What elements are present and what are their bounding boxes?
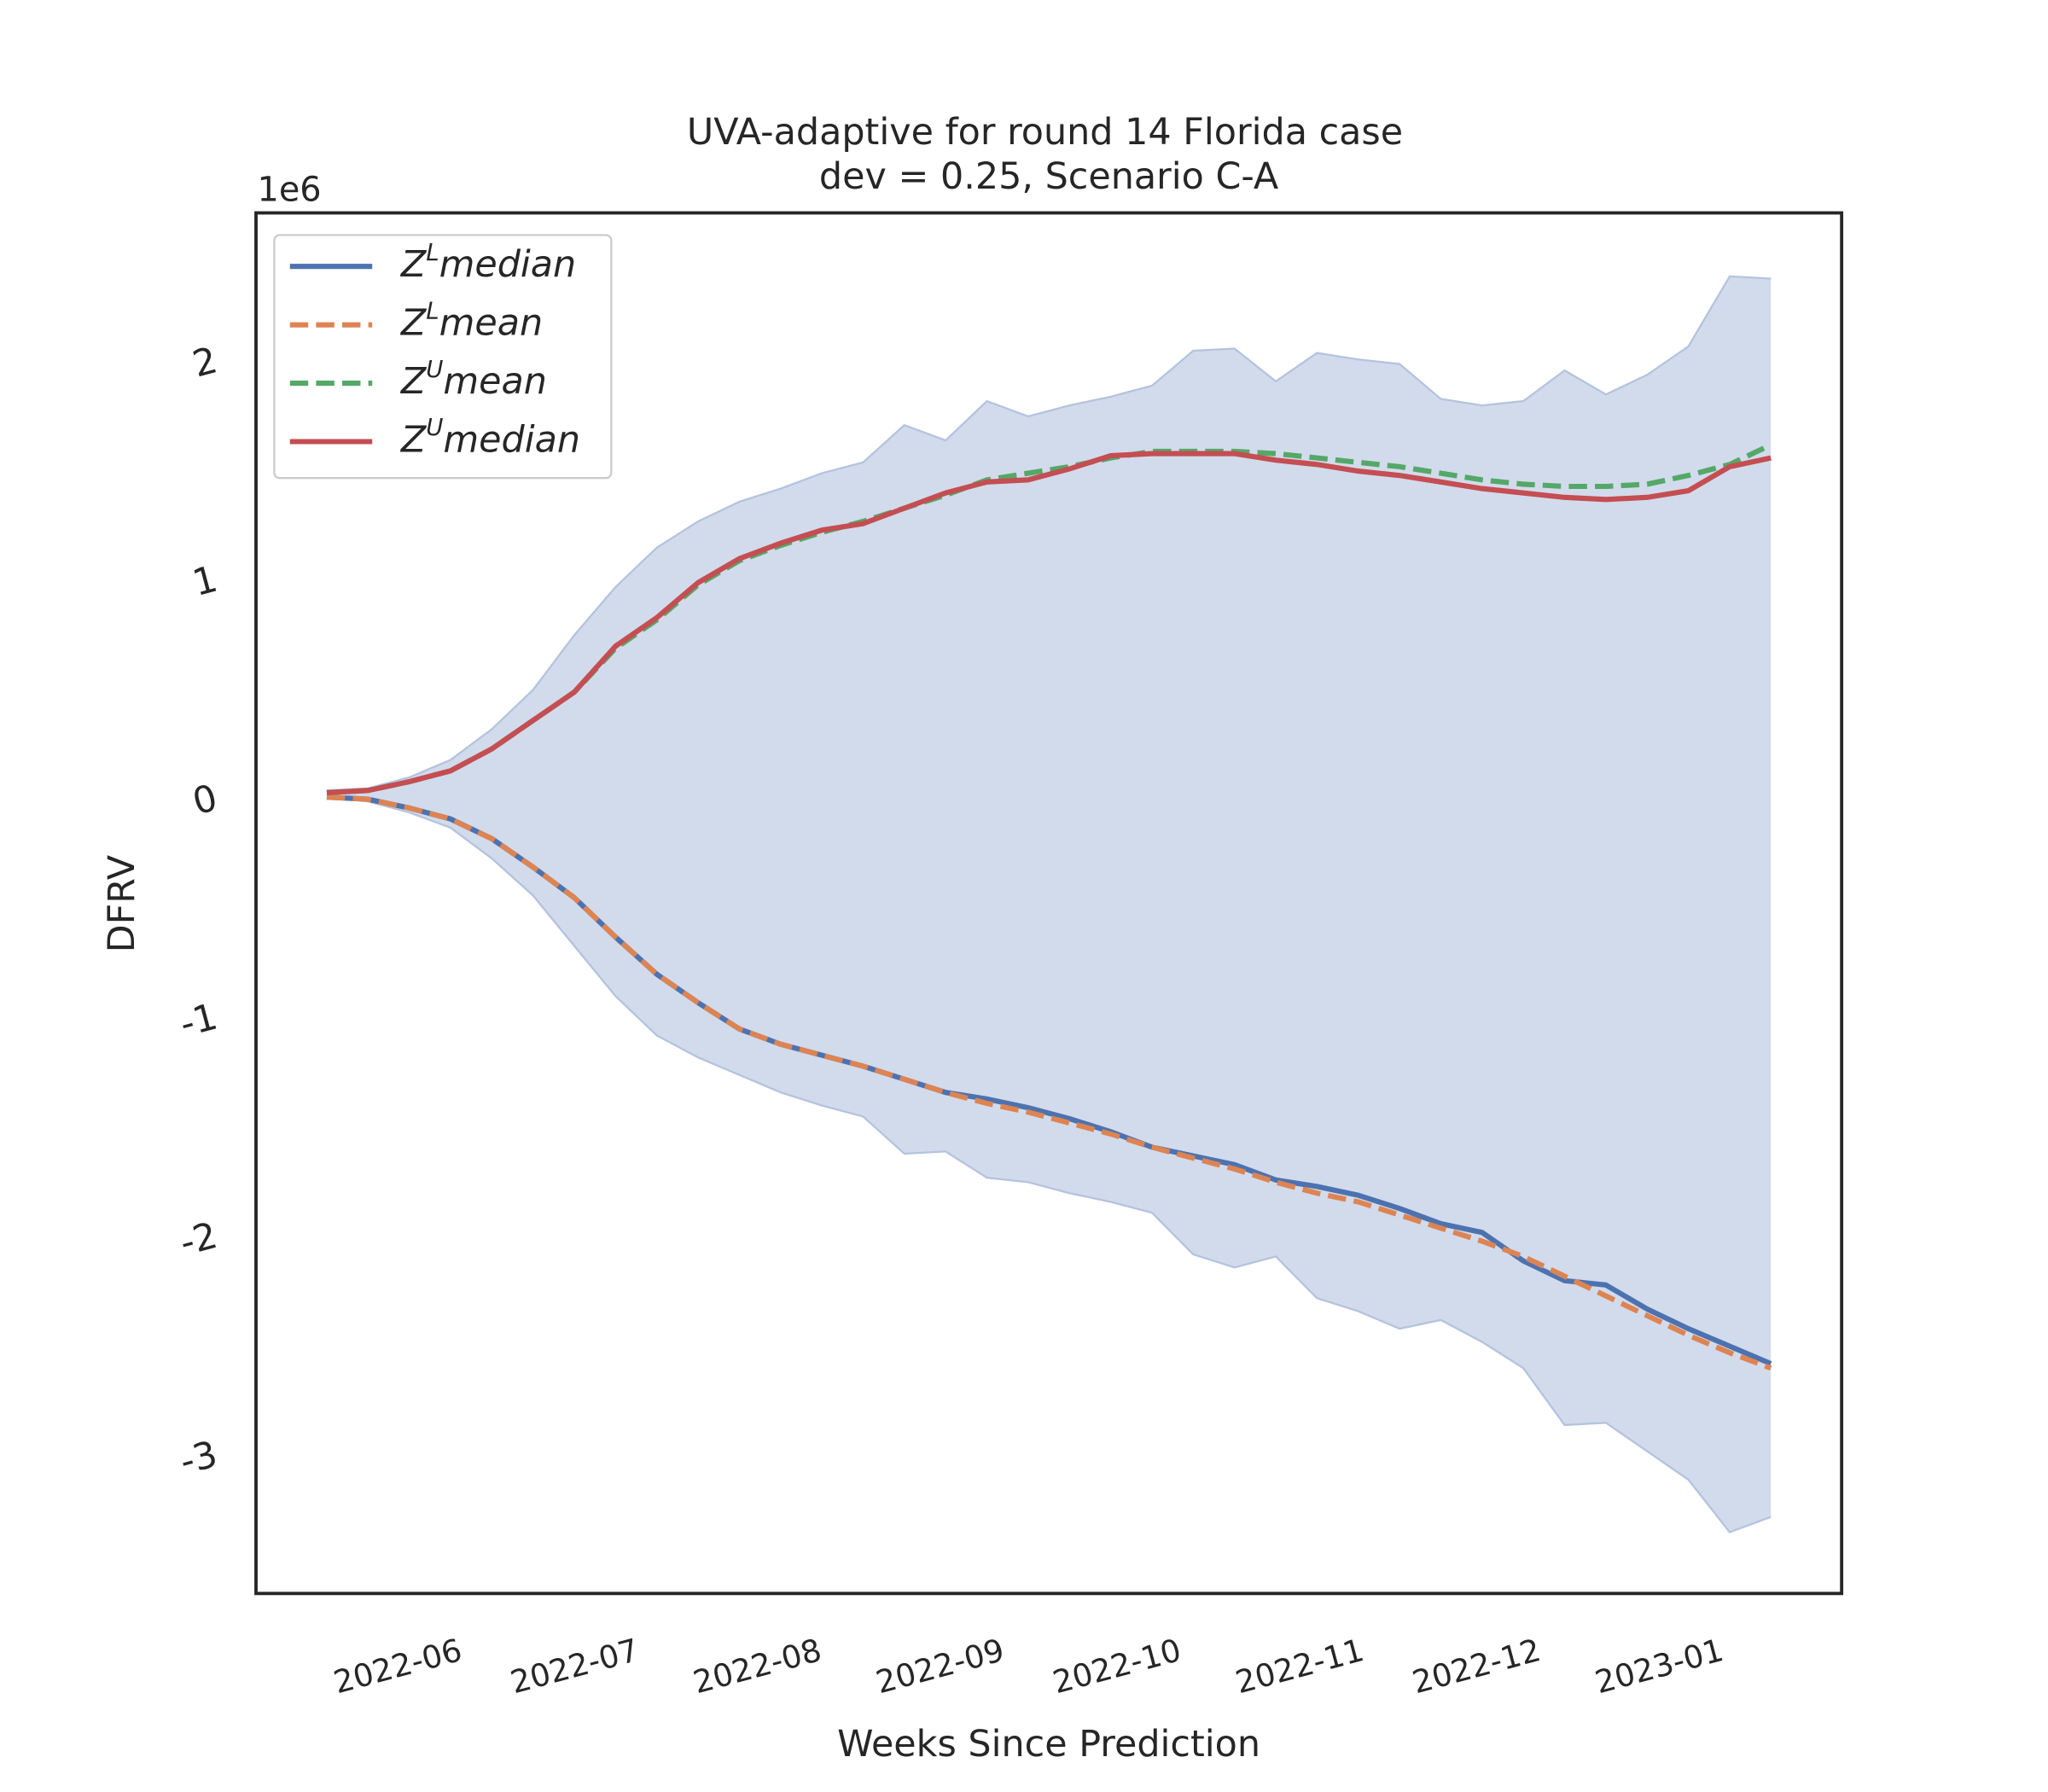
y-offset-label: 1e6 (258, 171, 322, 210)
legend-box (273, 234, 613, 480)
band-lower-edge (326, 795, 1772, 1533)
chart-title: UVA-adaptive for round 14 Florida case (687, 111, 1403, 154)
legend-label: ZLmean (400, 297, 543, 344)
series-line (326, 451, 1772, 795)
legend-label: ZLmedian (400, 239, 576, 286)
legend-label: ZUmean (400, 356, 547, 403)
x-axis-label: Weeks Since Prediction (837, 1723, 1260, 1766)
series-line (326, 794, 1772, 1371)
legend-label: ZUmedian (400, 414, 580, 461)
chart-subtitle: dev = 0.25, Scenario C-A (819, 155, 1278, 198)
plot-frame (254, 211, 1844, 1596)
band-upper-edge (326, 275, 1772, 792)
y-axis-label: DFRV (101, 855, 143, 952)
